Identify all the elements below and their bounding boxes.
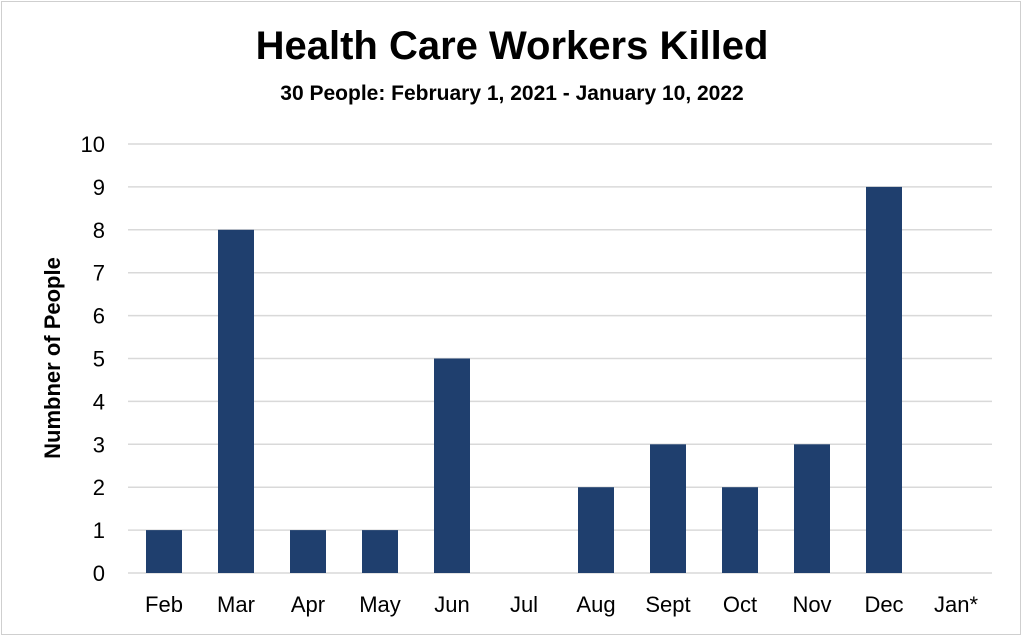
x-axis-ticks: Feb Mar Apr May Jun Jul Aug Sept Oct Nov Dec Jan* bbox=[145, 592, 978, 617]
y-tick-label: 9 bbox=[93, 175, 105, 200]
y-tick-label: 1 bbox=[93, 518, 105, 543]
y-tick-label: 8 bbox=[93, 218, 105, 243]
bar-oct bbox=[722, 487, 758, 573]
bar-jun bbox=[434, 358, 470, 573]
y-tick-label: 3 bbox=[93, 432, 105, 457]
x-tick-label: Jan* bbox=[934, 592, 978, 617]
x-tick-label: Mar bbox=[217, 592, 255, 617]
bar-may bbox=[362, 530, 398, 573]
bar-aug bbox=[578, 487, 614, 573]
x-tick-label: Feb bbox=[145, 592, 183, 617]
gridlines bbox=[128, 143, 992, 574]
bar-mar bbox=[218, 229, 254, 574]
x-tick-label: Jul bbox=[510, 592, 538, 617]
y-tick-label: 5 bbox=[93, 347, 105, 372]
x-tick-label: Dec bbox=[864, 592, 903, 617]
y-tick-label: 6 bbox=[93, 304, 105, 329]
chart-subtitle: 30 People: February 1, 2021 - January 10… bbox=[280, 82, 744, 105]
x-tick-label: May bbox=[359, 592, 401, 617]
y-tick-label: 7 bbox=[93, 261, 105, 286]
x-tick-label: Jun bbox=[434, 592, 469, 617]
x-tick-label: Apr bbox=[291, 592, 325, 617]
chart-title: Health Care Workers Killed bbox=[255, 24, 769, 68]
bar-feb bbox=[146, 530, 182, 573]
bar-dec bbox=[866, 186, 902, 573]
bar-nov bbox=[794, 444, 830, 573]
y-axis-label: Numbner of People bbox=[40, 257, 65, 459]
y-tick-label: 0 bbox=[93, 561, 105, 586]
y-axis-ticks: 0 1 2 3 4 5 6 7 8 9 10 bbox=[81, 132, 105, 586]
y-tick-label: 10 bbox=[81, 132, 105, 157]
x-tick-label: Aug bbox=[576, 592, 615, 617]
bars bbox=[146, 186, 902, 574]
x-tick-label: Nov bbox=[792, 592, 831, 617]
bar-apr bbox=[290, 530, 326, 573]
y-tick-label: 2 bbox=[93, 475, 105, 500]
bar-sept bbox=[650, 444, 686, 573]
x-tick-label: Oct bbox=[723, 592, 757, 617]
x-tick-label: Sept bbox=[645, 592, 690, 617]
y-tick-label: 4 bbox=[93, 389, 105, 414]
